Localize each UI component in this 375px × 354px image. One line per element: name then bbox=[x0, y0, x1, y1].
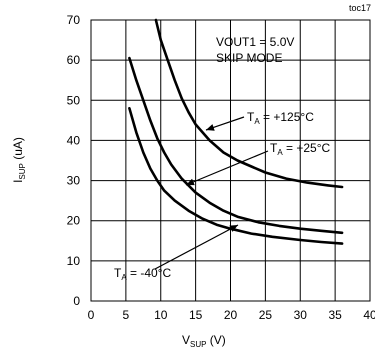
y-tick-label: 60 bbox=[67, 53, 81, 67]
x-tick-label: 35 bbox=[328, 308, 342, 322]
figure-tag: toc17 bbox=[349, 3, 371, 13]
y-tick-label: 0 bbox=[73, 294, 80, 308]
x-tick-label: 5 bbox=[123, 308, 130, 322]
grid bbox=[91, 20, 370, 301]
annotation-skip-mode: SKIP MODE bbox=[216, 51, 282, 65]
series-label-125c-sub: A bbox=[254, 117, 260, 126]
arrow-head bbox=[229, 225, 238, 232]
y-tick-label: 50 bbox=[67, 93, 81, 107]
x-axis-label-main: V bbox=[182, 333, 190, 347]
x-tick-label: 30 bbox=[294, 308, 308, 322]
x-axis-label-sub: SUP bbox=[190, 340, 206, 349]
x-tick-label: 10 bbox=[154, 308, 168, 322]
y-axis-label-sub: SUP bbox=[18, 163, 27, 179]
y-tick-label: 20 bbox=[67, 214, 81, 228]
series-label-25c-prefix: T bbox=[270, 141, 278, 155]
series-label-25c: TA = +25°C bbox=[270, 141, 331, 157]
y-tick-label: 30 bbox=[67, 174, 81, 188]
axis-ticks: 0 5 10 15 20 25 30 35 40 0 10 20 30 40 50 60 70 bbox=[67, 13, 375, 322]
series-line-1 bbox=[128, 56, 344, 235]
plot-frame bbox=[90, 19, 371, 302]
y-tick-label: 70 bbox=[67, 13, 81, 27]
series-label-25c-sub: A bbox=[277, 148, 283, 157]
series-label-minus40c-prefix: T bbox=[114, 266, 122, 280]
series-line-2 bbox=[128, 107, 344, 245]
y-tick-label: 40 bbox=[67, 133, 81, 147]
arrow-head bbox=[206, 124, 215, 131]
y-tick-label: 10 bbox=[67, 254, 81, 268]
x-tick-label: 40 bbox=[363, 308, 375, 322]
series-label-minus40c: TA = -40°C bbox=[114, 266, 172, 282]
x-tick-label: 20 bbox=[224, 308, 238, 322]
x-axis-label: VSUP (V) bbox=[182, 333, 226, 349]
x-axis-label-unit: (V) bbox=[206, 333, 225, 347]
y-axis-label-unit: (uA) bbox=[11, 137, 25, 163]
series-label-125c-prefix: T bbox=[247, 110, 255, 124]
y-axis-label: ISUP (uA) bbox=[11, 137, 27, 183]
x-tick-label: 0 bbox=[88, 308, 95, 322]
x-tick-label: 15 bbox=[189, 308, 203, 322]
series-label-minus40c-text: = -40°C bbox=[127, 266, 172, 280]
x-tick-label: 25 bbox=[259, 308, 273, 322]
series-layer bbox=[128, 18, 344, 245]
series-label-125c: TA = +125°C bbox=[247, 110, 314, 126]
arrow-line bbox=[185, 150, 269, 186]
arrow-head bbox=[186, 178, 195, 186]
arrow-line bbox=[154, 224, 239, 270]
series-label-minus40c-sub: A bbox=[121, 273, 127, 282]
y-axis-label-main: I bbox=[11, 180, 25, 183]
series-label-125c-text: = +125°C bbox=[260, 110, 315, 124]
series-label-25c-text: = +25°C bbox=[283, 141, 331, 155]
annotation-vout1: VOUT1 = 5.0V bbox=[216, 35, 294, 49]
arrows bbox=[154, 116, 269, 270]
series-line-0 bbox=[154, 18, 344, 189]
